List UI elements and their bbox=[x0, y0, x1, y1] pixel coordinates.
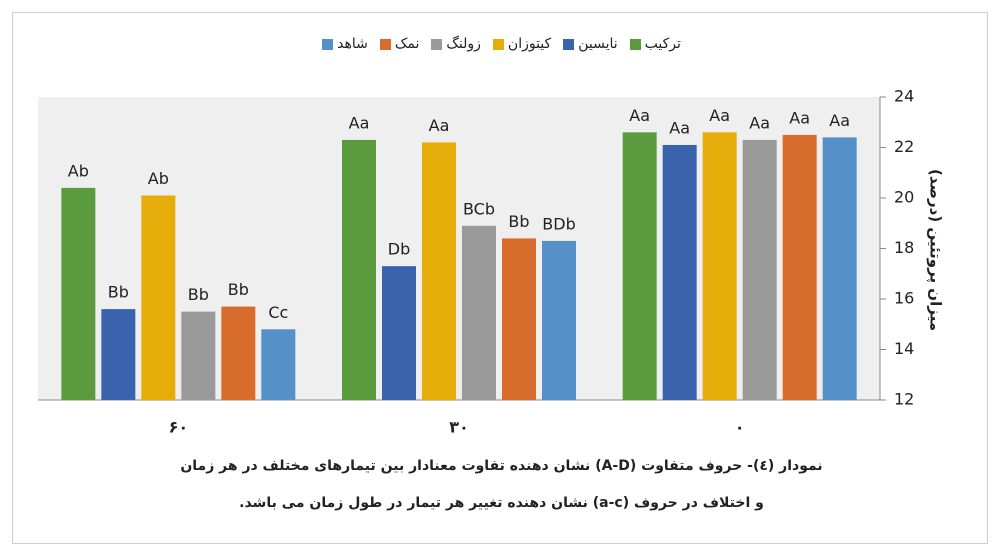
caption: و اختلاف در حروف (a-c) نشان دهنده تغییر … bbox=[239, 495, 764, 511]
value-label: Bb bbox=[188, 285, 209, 304]
bar bbox=[261, 329, 296, 400]
bar bbox=[221, 306, 256, 400]
value-label: Aa bbox=[669, 118, 690, 137]
legend-swatch bbox=[322, 38, 334, 50]
legend-item: ترکیب bbox=[629, 36, 681, 52]
value-label: BDb bbox=[542, 214, 575, 233]
bar bbox=[141, 195, 176, 400]
bar bbox=[742, 139, 777, 401]
value-label: Bb bbox=[108, 283, 129, 302]
value-label: Db bbox=[388, 240, 410, 259]
y-tick-label: 16 bbox=[894, 289, 914, 308]
bar bbox=[542, 240, 576, 400]
legend-swatch bbox=[379, 38, 391, 50]
legend-swatch bbox=[431, 38, 443, 50]
caption: نمودار (٤)- حروف متفاوت (A-D) نشان دهنده… bbox=[180, 458, 823, 474]
value-label: Bb bbox=[228, 280, 249, 299]
bar bbox=[382, 266, 416, 400]
y-tick-label: 12 bbox=[894, 390, 914, 409]
legend-label: نایسین bbox=[578, 36, 618, 52]
y-tick-label: 14 bbox=[894, 339, 914, 358]
bar bbox=[502, 238, 536, 400]
bar bbox=[622, 132, 657, 400]
legend-swatch bbox=[492, 38, 504, 50]
value-label: Aa bbox=[789, 108, 810, 127]
legend-item: کیتوزان bbox=[492, 36, 552, 52]
value-label: Aa bbox=[429, 116, 450, 135]
y-tick-label: 24 bbox=[894, 87, 914, 106]
legend-label: شاهد bbox=[337, 36, 368, 52]
bar bbox=[422, 142, 456, 400]
legend-item: زولنگ bbox=[431, 36, 481, 52]
bar bbox=[61, 187, 96, 400]
y-axis-label: میزان پروتئین (درصد) bbox=[926, 169, 945, 331]
legend-swatch bbox=[563, 38, 575, 50]
legend-item: نمک bbox=[379, 36, 420, 52]
plot-area bbox=[38, 97, 880, 400]
value-label: Aa bbox=[629, 106, 650, 125]
value-label: Ab bbox=[148, 169, 169, 188]
bar bbox=[342, 139, 376, 401]
bar bbox=[822, 137, 857, 400]
value-label: Bb bbox=[508, 212, 529, 231]
bar bbox=[462, 225, 496, 400]
x-tick-label: ۰ bbox=[735, 418, 745, 437]
legend-label: کیتوزان bbox=[507, 36, 552, 52]
legend-label: زولنگ bbox=[446, 36, 481, 52]
bar bbox=[662, 144, 697, 400]
legend-item: شاهد bbox=[322, 36, 368, 52]
bar bbox=[101, 309, 136, 400]
bar bbox=[181, 311, 216, 400]
value-label: Aa bbox=[749, 113, 770, 132]
y-tick-label: 20 bbox=[894, 188, 914, 207]
value-label: Aa bbox=[709, 106, 730, 125]
bar bbox=[702, 132, 737, 400]
value-label: Ab bbox=[68, 161, 89, 180]
value-label: BCb bbox=[463, 199, 495, 218]
legend-swatch bbox=[629, 38, 641, 50]
value-label: Cc bbox=[268, 303, 288, 322]
value-label: Aa bbox=[829, 111, 850, 130]
legend-label: ترکیب bbox=[644, 36, 681, 52]
legend-item: نایسین bbox=[563, 36, 618, 52]
legend: ترکیب نایسین کیتوزان زولنگ نمک شاهد bbox=[0, 36, 1003, 52]
x-tick-label: ۶۰ bbox=[169, 418, 189, 437]
legend-label: نمک bbox=[394, 36, 420, 52]
value-label: Aa bbox=[349, 113, 370, 132]
bar bbox=[782, 134, 817, 400]
y-tick-label: 22 bbox=[894, 137, 914, 156]
y-tick-label: 18 bbox=[894, 238, 914, 257]
frame bbox=[12, 12, 988, 544]
x-tick-label: ۳۰ bbox=[449, 418, 469, 437]
